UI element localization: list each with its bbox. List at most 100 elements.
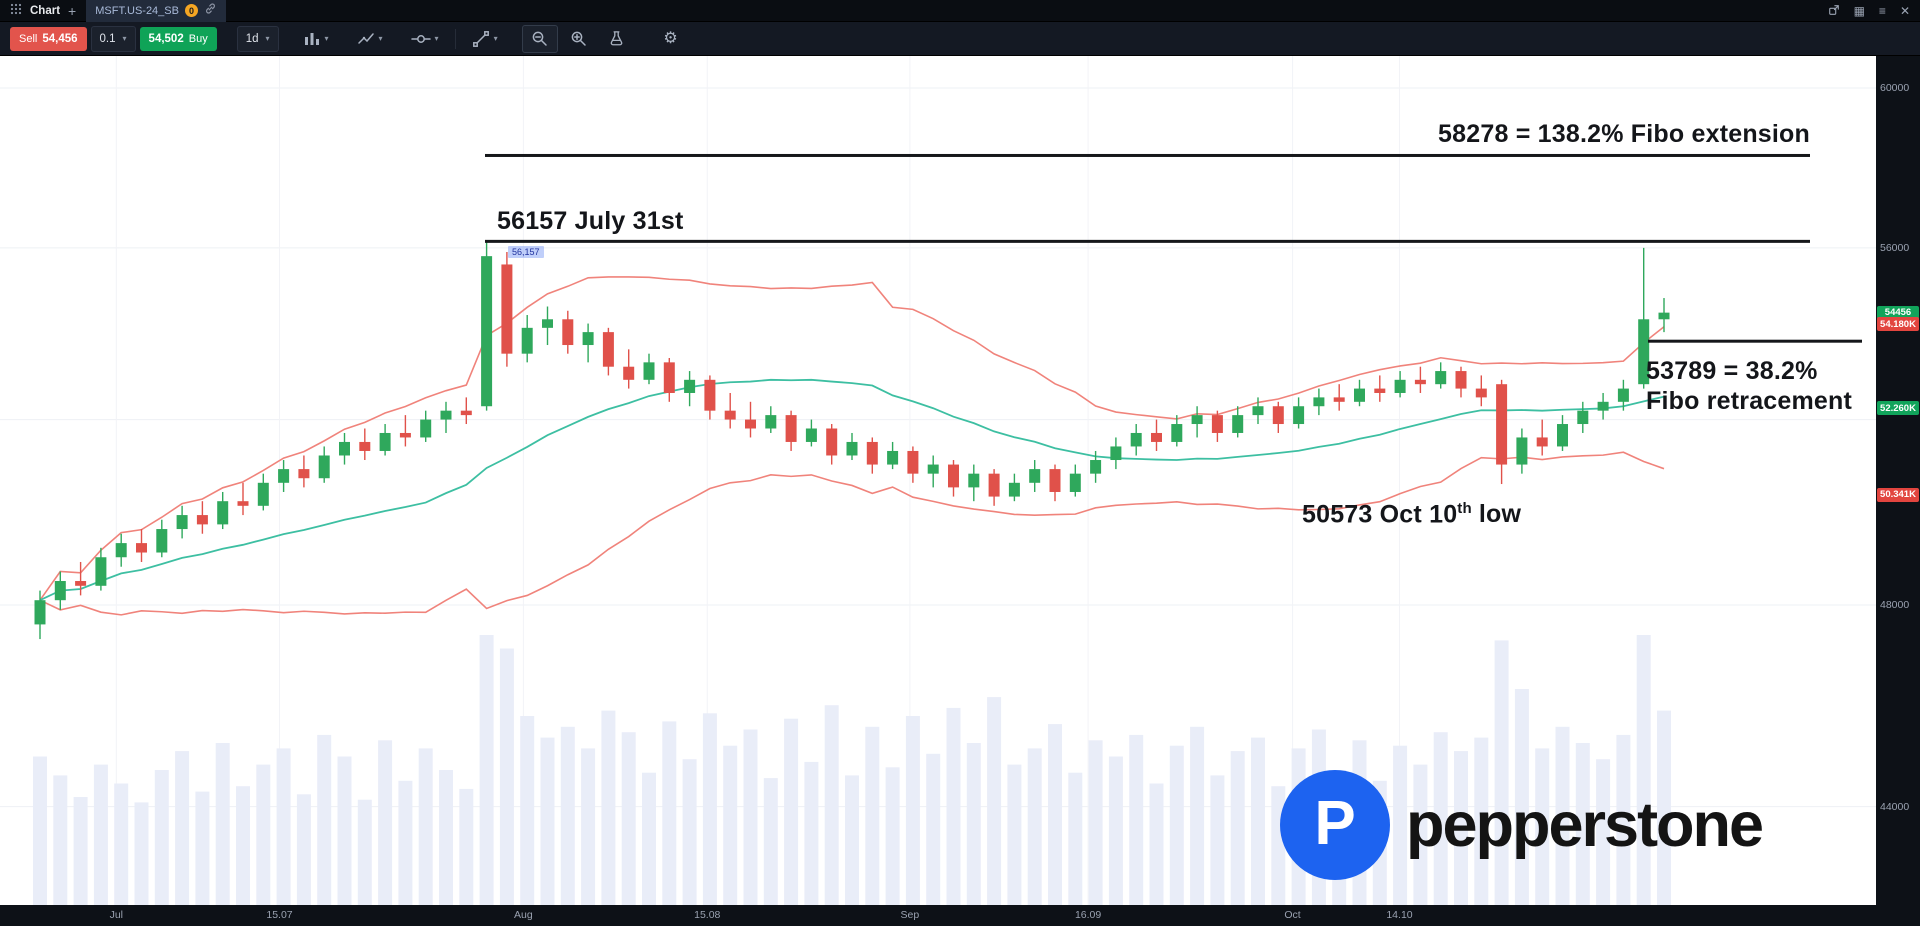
annotation-level-line xyxy=(485,153,1810,157)
candle-body xyxy=(1110,446,1122,461)
price-tick: 48000 xyxy=(1880,599,1910,612)
price-tick: 44000 xyxy=(1880,800,1910,813)
price-axis[interactable]: 60000 56000 48000 44000 54456 54.180K 52.260K 5… xyxy=(1876,56,1920,926)
candle-body xyxy=(887,450,899,465)
candle-body xyxy=(623,366,635,380)
volume-bar xyxy=(885,767,900,905)
volume-bar xyxy=(926,753,941,905)
candle-body xyxy=(481,256,493,407)
apps-grid-icon[interactable] xyxy=(10,2,22,20)
candle-body xyxy=(1435,371,1447,385)
volume-bar xyxy=(276,748,291,905)
candle-body xyxy=(866,441,878,465)
candle-body xyxy=(1414,379,1426,385)
time-label: 14.10 xyxy=(1386,909,1413,921)
time-axis[interactable]: Jul 15.07 Aug 15.08 Sep 16.09 Oct 14.10 xyxy=(0,905,1920,926)
candle-body xyxy=(1617,388,1629,402)
buy-price: 54,502 xyxy=(148,32,184,45)
candle-body xyxy=(1394,379,1406,393)
add-chart-tab-button[interactable]: + xyxy=(68,2,77,19)
time-label: 16.09 xyxy=(1074,909,1102,921)
chevron-down-icon: ▾ xyxy=(434,34,439,43)
volume-bar xyxy=(1007,764,1022,905)
quantity-value: 0.1 xyxy=(99,32,116,45)
candle-body xyxy=(1008,482,1020,497)
candle-body xyxy=(1577,410,1589,425)
annotation-july-high[interactable]: 56157 July 31st xyxy=(497,207,684,235)
price-tick: 60000 xyxy=(1880,82,1910,94)
candle-body xyxy=(115,543,127,558)
popout-icon[interactable] xyxy=(1828,4,1840,18)
candle-body xyxy=(1090,460,1102,474)
quantity-select[interactable]: 0.1 ▾ xyxy=(90,25,136,52)
settings-button[interactable]: ⚙ xyxy=(654,26,688,52)
candle-body xyxy=(1313,397,1325,407)
candle-body xyxy=(521,327,533,354)
volume-bar xyxy=(1169,745,1184,905)
price-badge-red: 50.341K xyxy=(1877,487,1919,502)
time-label: Oct xyxy=(1284,909,1301,921)
volume-bar xyxy=(743,729,758,905)
volume-bar xyxy=(865,726,880,905)
workspace-grid-icon[interactable]: ▦ xyxy=(1853,3,1865,18)
annotation-oct-low[interactable]: 50573 Oct 10th low xyxy=(1302,500,1521,529)
price-chart-canvas[interactable] xyxy=(0,56,1876,905)
line-price-tag[interactable]: 56,157 xyxy=(508,246,544,258)
line-style-button[interactable]: ▾ xyxy=(407,26,443,52)
window-titlebar: Chart + MSFT.US-24_SB 0 ▦ ≡ ✕ xyxy=(0,0,1920,22)
chevron-down-icon: ▾ xyxy=(122,34,127,43)
titlebar-left-group: Chart + xyxy=(0,2,86,20)
volume-bar xyxy=(53,775,68,905)
annotation-fibo-extension[interactable]: 58278 = 138.2% Fibo extension xyxy=(1438,120,1810,148)
candle-body xyxy=(196,515,208,525)
timeframe-select[interactable]: 1d ▾ xyxy=(236,25,279,52)
volume-bar xyxy=(1027,748,1042,905)
candle-body xyxy=(1374,388,1386,393)
price-badge-green: 52.260K xyxy=(1877,401,1919,415)
candle-body xyxy=(339,441,350,456)
candle-body xyxy=(1049,469,1061,492)
zoom-out-button[interactable] xyxy=(521,24,558,53)
candle-body xyxy=(542,319,553,328)
chevron-down-icon: ▾ xyxy=(493,34,498,43)
buy-button[interactable]: 54,502 Buy xyxy=(139,26,217,51)
volume-bar xyxy=(195,791,210,905)
candle-body xyxy=(684,379,696,393)
drawing-tool-button[interactable]: ▾ xyxy=(468,26,502,52)
titlebar-right-group: ▦ ≡ ✕ xyxy=(1828,4,1920,18)
trendline-icon xyxy=(472,30,489,47)
volume-bar xyxy=(702,713,717,905)
menu-icon[interactable]: ≡ xyxy=(1878,3,1886,18)
volume-bar xyxy=(845,775,859,905)
chevron-down-icon: ▾ xyxy=(378,34,383,43)
time-label: Aug xyxy=(514,909,533,921)
volume-bar xyxy=(1210,775,1225,905)
volume-bar xyxy=(1108,756,1123,905)
backtest-flask-button[interactable] xyxy=(600,26,634,52)
chart-style-button[interactable]: ▾ xyxy=(299,26,333,52)
close-icon[interactable]: ✕ xyxy=(1899,3,1910,18)
candle-body xyxy=(136,543,147,553)
chart-tab-msft[interactable]: MSFT.US-24_SB 0 xyxy=(86,0,226,22)
volume-bar xyxy=(1190,726,1205,905)
indicators-button[interactable]: ▾ xyxy=(353,26,387,52)
link-icon[interactable] xyxy=(204,2,217,20)
zoom-in-button[interactable] xyxy=(562,26,596,52)
candle-body xyxy=(988,473,1000,497)
candle-body xyxy=(156,529,168,553)
pepperstone-logo-text: pepperstone xyxy=(1406,790,1764,860)
candle-body xyxy=(1252,406,1264,416)
sell-price: 54,456 xyxy=(42,32,78,45)
sell-button[interactable]: Sell 54,456 xyxy=(10,26,87,51)
volume-bar xyxy=(682,759,697,905)
candle-body xyxy=(440,410,452,420)
candle-body xyxy=(745,419,756,429)
oct-low-suffix: low xyxy=(1478,500,1522,529)
candle-body xyxy=(927,464,939,474)
candle-body xyxy=(237,501,249,506)
candle-body xyxy=(1475,388,1487,398)
tab-symbol-label: MSFT.US-24_SB xyxy=(95,4,179,17)
volume-bar xyxy=(1636,635,1651,905)
chart-plot-area[interactable]: 58278 = 138.2% Fibo extension 56157 July… xyxy=(0,56,1876,905)
annotation-fibo-retracement[interactable]: 53789 = 38.2% Fibo retracement xyxy=(1646,356,1852,416)
